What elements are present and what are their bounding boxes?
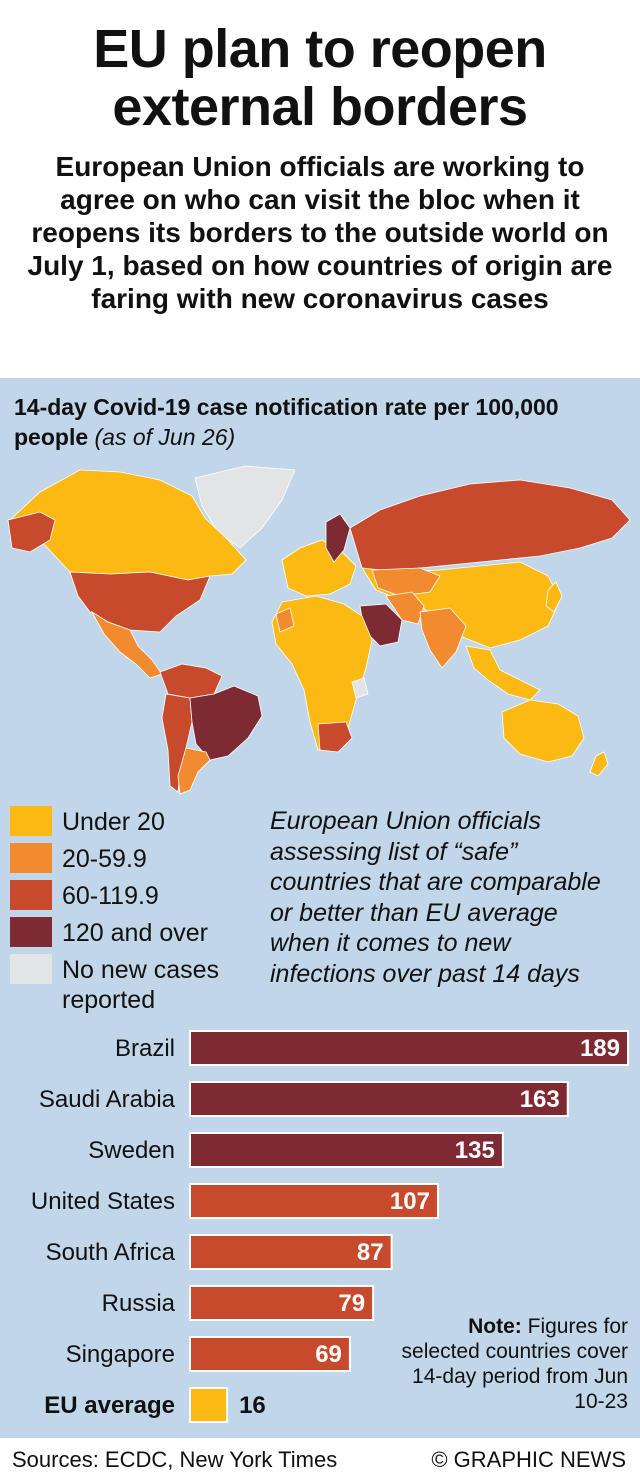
bar-value-label: 16 — [239, 1392, 266, 1419]
map-northern-south-america — [159, 663, 223, 699]
credit: © GRAPHIC NEWS — [431, 1447, 626, 1472]
legend-label: Under 20 — [62, 808, 165, 836]
bar — [189, 1285, 375, 1321]
bar-value-label: 135 — [455, 1137, 495, 1164]
legend-swatch — [10, 954, 52, 984]
map-new-zealand — [589, 751, 609, 777]
bar — [189, 1336, 351, 1372]
bar-category-label: United States — [31, 1188, 175, 1215]
map-canada — [9, 469, 247, 581]
world-map — [7, 465, 631, 795]
bar-category-label: South Africa — [46, 1239, 176, 1266]
bar-chart: Brazil 189 Saudi Arabia 163 Sweden 135 United … — [31, 1030, 629, 1423]
bar-category-label: Singapore — [66, 1341, 175, 1368]
footnote-text: Figures for selected countries cover 14-… — [401, 1315, 628, 1413]
bar-value-label: 189 — [580, 1035, 620, 1062]
map-title-text: 14-day Covid-19 case notification rate p… — [14, 394, 559, 450]
legend-label: 120 and over — [62, 919, 208, 947]
map-kazakhstan — [371, 567, 441, 597]
bar-value-label: 87 — [357, 1239, 384, 1266]
map-europe — [281, 539, 357, 597]
map-united-states — [69, 571, 211, 633]
bar-category-label: Saudi Arabia — [39, 1086, 176, 1113]
map-india — [419, 607, 467, 669]
bar — [189, 1234, 393, 1270]
footnote-label: Note: — [468, 1315, 522, 1338]
page-subtitle: European Union officials are working to … — [27, 151, 613, 314]
header: EU plan to reopen external borders Europ… — [0, 0, 640, 378]
map-sweden — [325, 513, 351, 563]
map-alaska — [7, 511, 56, 553]
map-central-africa-no-data — [351, 677, 369, 699]
sources: Sources: ECDC, New York Times — [12, 1447, 338, 1472]
legend-label: 60-119.9 — [62, 882, 159, 910]
bar — [189, 1183, 439, 1219]
map-west-africa-orange — [275, 607, 295, 633]
map-southeast-asia — [465, 645, 541, 701]
bar-value-label: 107 — [390, 1188, 430, 1215]
legend-label: 20-59.9 — [62, 845, 147, 873]
bar — [189, 1387, 229, 1423]
legend-swatch — [10, 843, 52, 873]
bar — [189, 1132, 504, 1168]
legend-label: No new cases reported — [62, 956, 220, 1014]
map-title-date: (as of Jun 26) — [94, 424, 236, 450]
map-australia — [501, 699, 585, 763]
footnote: Note: Figures for selected countries cov… — [400, 1314, 628, 1414]
legend-swatch — [10, 880, 52, 910]
map-south-africa — [317, 721, 353, 753]
eu-note-text: European Union officials assessing list … — [270, 807, 601, 988]
bar — [189, 1081, 569, 1117]
map-title: 14-day Covid-19 case notification rate p… — [14, 392, 624, 452]
bar-category-label: EU average — [44, 1392, 175, 1419]
map-russia — [349, 479, 631, 573]
page-title: EU plan to reopen external borders — [93, 19, 547, 137]
bar-value-label: 69 — [315, 1341, 342, 1368]
bar-category-label: Brazil — [115, 1035, 175, 1062]
map-brazil — [189, 685, 263, 761]
legend-swatch — [10, 806, 52, 836]
map-greenland — [194, 465, 296, 549]
bar-value-label: 163 — [520, 1086, 560, 1113]
legend-swatch — [10, 917, 52, 947]
map-japan — [545, 581, 563, 613]
map-argentina — [177, 747, 211, 795]
footer: Sources: ECDC, New York Times © GRAPHIC … — [0, 1438, 640, 1482]
bar — [189, 1030, 629, 1066]
bar-category-label: Sweden — [88, 1137, 175, 1164]
bar-value-label: 79 — [338, 1290, 365, 1317]
bar-category-label: Russia — [102, 1290, 176, 1317]
